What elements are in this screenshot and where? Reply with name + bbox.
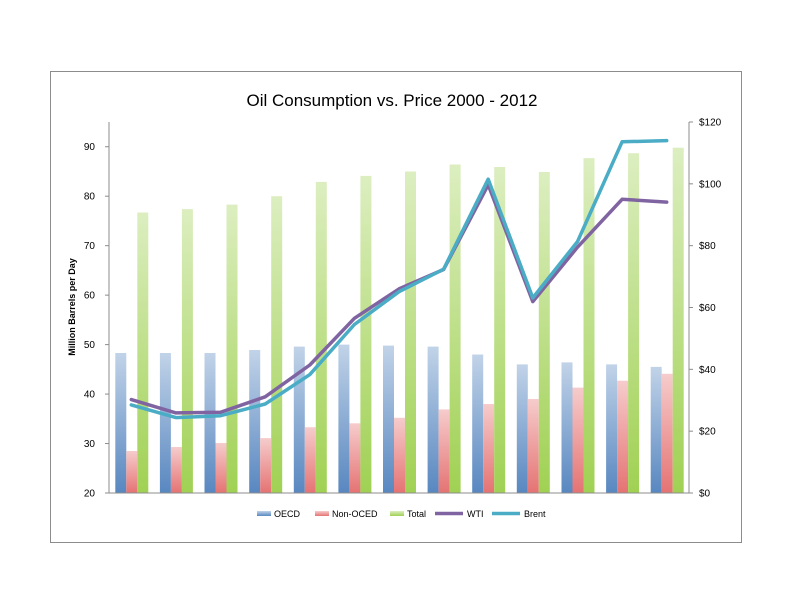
bar-total-2001: [181, 209, 193, 493]
bar-total-2000: [137, 212, 149, 493]
bar-non-oced-2010: [572, 387, 584, 493]
y-tick-label-20: 20: [84, 489, 96, 500]
legend-label-wti: WTI: [467, 509, 484, 519]
y2-tick-label-2: $40: [699, 365, 716, 376]
bar-non-oced-2004: [304, 427, 316, 493]
bar-oecd-2006: [383, 345, 394, 493]
bar-oecd-2003: [249, 350, 261, 493]
bar-non-oced-2007: [438, 409, 450, 493]
y-tick-label-90: 90: [84, 142, 96, 153]
legend-swatch-non-oced: [315, 511, 329, 516]
bar-oecd-2007: [427, 346, 439, 493]
bar-non-oced-2009: [527, 399, 539, 493]
legend: OECD Non-OCED Total WTI Brent: [257, 509, 546, 519]
bar-total-2011: [628, 153, 640, 493]
y-tick-label-30: 30: [84, 439, 96, 450]
legend-label-brent: Brent: [524, 509, 546, 519]
bar-total-2008: [494, 167, 506, 493]
y2-tick-label-1: $20: [699, 427, 716, 438]
bar-non-oced-2008: [483, 404, 495, 493]
bar-total-2002: [226, 204, 238, 493]
bar-oecd-2000: [115, 353, 127, 493]
y-axis-right: $0 $20 $40 $60 $80 $100 $120: [688, 118, 722, 500]
chart-title: Oil Consumption vs. Price 2000 - 2012: [246, 91, 537, 110]
y-tick-label-60: 60: [84, 291, 96, 302]
bar-oecd-2002: [204, 353, 216, 493]
plot-area: [115, 138, 684, 493]
bar-non-oced-2005: [349, 423, 361, 493]
bar-oecd-2005: [338, 344, 350, 493]
bar-non-oced-2003: [260, 438, 272, 493]
y2-tick-label-3: $60: [699, 303, 716, 314]
bar-oecd-2004: [293, 346, 305, 493]
y-tick-label-70: 70: [84, 241, 96, 252]
bar-oecd-2001: [159, 353, 171, 493]
bar-non-oced-2000: [126, 451, 138, 493]
legend-label-non-oced: Non-OCED: [332, 509, 378, 519]
bar-total-2010: [583, 158, 595, 493]
y-axis-label: Million Barrels per Day: [67, 258, 77, 356]
line-wti: [129, 183, 669, 415]
y2-tick-label-4: $80: [699, 241, 716, 252]
legend-swatch-oecd: [257, 511, 271, 516]
legend-label-total: Total: [407, 509, 426, 519]
y-axis-left: 20 30 40 50 60 70 80 90: [84, 122, 110, 500]
y2-tick-label-0: $0: [699, 489, 711, 500]
bar-total-2012: [672, 147, 684, 493]
bar-oecd-2009: [516, 364, 528, 493]
legend-swatch-total: [390, 511, 404, 516]
y-tick-label-50: 50: [84, 340, 96, 351]
bar-total-2004: [315, 181, 327, 493]
bar-total-2005: [360, 175, 372, 493]
bar-non-oced-2001: [170, 447, 182, 493]
bar-oecd-2012: [650, 366, 662, 493]
bar-non-oced-2006: [394, 417, 405, 493]
bar-total-2009: [538, 172, 550, 493]
bar-non-oced-2002: [215, 443, 227, 493]
bar-oecd-2010: [561, 362, 573, 493]
legend-label-oecd: OECD: [274, 509, 301, 519]
y2-tick-label-6: $120: [699, 118, 722, 129]
bar-total-2003: [271, 196, 283, 493]
bar-non-oced-2012: [661, 373, 673, 493]
bar-oecd-2008: [472, 354, 484, 493]
line-brent: [129, 138, 669, 420]
chart-frame: Oil Consumption vs. Price 2000 - 2012 20…: [50, 71, 742, 543]
chart: Oil Consumption vs. Price 2000 - 2012 20…: [67, 91, 722, 519]
y2-tick-label-5: $100: [699, 179, 722, 190]
bar-total-2006: [405, 171, 416, 493]
bar-non-oced-2011: [617, 380, 629, 493]
bar-oecd-2011: [606, 364, 618, 493]
y-tick-label-40: 40: [84, 390, 96, 401]
bar-total-2007: [449, 164, 461, 493]
y-tick-label-80: 80: [84, 192, 96, 203]
